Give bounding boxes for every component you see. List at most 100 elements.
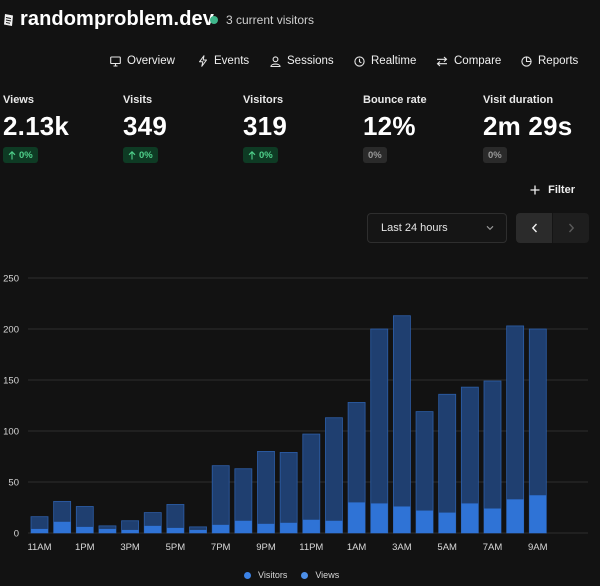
- visitors-bar: [166, 527, 184, 533]
- visitors-bar: [484, 508, 501, 533]
- next-period-button[interactable]: [552, 213, 589, 243]
- views-bar: [279, 452, 298, 534]
- views-bar: [302, 433, 321, 534]
- metric-change-text: 0%: [19, 149, 33, 161]
- x-tick-label: 11AM: [27, 542, 51, 553]
- x-tick-label: 7PM: [211, 542, 231, 553]
- views-bar: [370, 328, 389, 534]
- views-bar: [325, 417, 343, 534]
- metric-change-badge: 0%: [483, 147, 507, 163]
- y-tick-label: 50: [8, 478, 19, 489]
- y-tick-label: 0: [14, 529, 19, 540]
- y-tick-label: 100: [3, 427, 19, 438]
- date-range-value: Last 24 hours: [381, 222, 448, 234]
- x-tick-label: 1PM: [75, 542, 95, 553]
- metric-visitors[interactable]: Visitors 319 0%: [243, 94, 287, 165]
- metric-label: Views: [3, 94, 34, 106]
- chart-legend: Visitors Views: [244, 570, 353, 580]
- metric-value: 12%: [363, 111, 416, 141]
- site-header: randomproblem.dev 3 current visitors: [0, 0, 600, 42]
- visitors-bar: [461, 503, 479, 533]
- metric-bounce-rate[interactable]: Bounce rate 12% 0%: [363, 94, 427, 163]
- x-tick-label: 9PM: [256, 542, 276, 553]
- filter-button[interactable]: Filter: [530, 184, 575, 196]
- metric-label: Visit duration: [483, 94, 554, 106]
- nav-overview-label: Overview: [127, 55, 175, 67]
- user-icon: [270, 55, 281, 67]
- arrows-icon: [436, 56, 448, 66]
- live-visitors[interactable]: 3 current visitors: [210, 13, 314, 27]
- chevron-down-icon: [486, 225, 494, 231]
- x-tick-label: 5PM: [166, 542, 186, 553]
- legend-item-visitors[interactable]: Visitors: [244, 570, 287, 580]
- y-tick-label: 150: [3, 376, 19, 387]
- visitors-bar: [325, 520, 343, 533]
- metric-value: 2m 29s: [483, 111, 573, 141]
- metric-visit-duration[interactable]: Visit duration 2m 29s 0%: [483, 94, 572, 163]
- visitors-bar: [257, 523, 275, 533]
- views-bar: [392, 315, 411, 534]
- metric-label: Visitors: [243, 94, 284, 106]
- previous-period-button[interactable]: [516, 213, 552, 243]
- metric-value: 2.13k: [3, 111, 70, 141]
- date-range-select[interactable]: Last 24 hours: [367, 213, 507, 243]
- visitors-bar: [506, 499, 524, 533]
- x-tick-label: 9AM: [528, 542, 548, 553]
- metric-label: Visits: [123, 94, 153, 106]
- logo-icon: [4, 14, 13, 26]
- x-tick-label: 1AM: [347, 542, 367, 553]
- views-bar: [257, 450, 275, 534]
- views-bar: [438, 393, 457, 534]
- visitors-bar: [348, 502, 366, 533]
- visitors-bar: [76, 526, 94, 533]
- nav-reports-label: Reports: [538, 55, 579, 67]
- visitors-bar: [144, 525, 162, 533]
- visitors-bar: [53, 521, 71, 533]
- x-tick-label: 11PM: [299, 542, 323, 553]
- views-bar: [211, 465, 230, 534]
- legend-item-views[interactable]: Views: [301, 570, 339, 580]
- arrow-up-icon: [8, 150, 16, 159]
- visitors-bar: [529, 495, 547, 533]
- nav-overview[interactable]: Overview: [110, 55, 175, 67]
- nav-sessions[interactable]: Sessions: [270, 55, 334, 67]
- arrow-up-icon: [128, 150, 136, 159]
- legend-views-label: Views: [315, 570, 340, 580]
- y-tick-label: 200: [3, 325, 19, 336]
- visitors-bar: [370, 503, 388, 533]
- nav-compare[interactable]: Compare: [436, 55, 501, 67]
- lightning-icon: [199, 55, 207, 67]
- pie-icon: [521, 55, 532, 67]
- live-visitors-text: 3 current visitors: [226, 13, 315, 27]
- y-tick-label: 250: [3, 274, 19, 285]
- nav-bar: Overview Events Sessions Realtime Compar…: [0, 55, 600, 73]
- chevron-left-icon: [531, 223, 537, 233]
- visitors-bar: [189, 529, 207, 533]
- nav-realtime-label: Realtime: [371, 55, 417, 67]
- plus-icon: [530, 185, 540, 195]
- views-dot-icon: [301, 571, 309, 579]
- x-tick-label: 3PM: [120, 542, 140, 553]
- arrow-up-icon: [248, 150, 256, 159]
- nav-reports[interactable]: Reports: [521, 55, 578, 67]
- nav-events-label: Events: [214, 55, 250, 67]
- nav-realtime[interactable]: Realtime: [354, 55, 416, 67]
- visitors-bar: [416, 510, 434, 533]
- metric-value: 319: [243, 111, 287, 141]
- filter-label: Filter: [548, 184, 575, 196]
- metric-change-badge: 0%: [363, 147, 387, 163]
- metric-label: Bounce rate: [363, 94, 427, 106]
- traffic-chart: 0 50 100 150 200 250 11AM 1PM 3PM 5PM 7PM 9PM 11PM 1A…: [3, 274, 588, 553]
- metric-visits[interactable]: Visits 349 0%: [123, 94, 167, 165]
- site-name[interactable]: randomproblem.dev: [20, 8, 214, 30]
- nav-events[interactable]: Events: [198, 55, 249, 67]
- monitor-icon: [110, 55, 121, 67]
- live-dot-icon: [210, 16, 218, 24]
- metric-value: 349: [123, 111, 167, 141]
- clock-icon: [354, 55, 365, 67]
- metric-views[interactable]: Views 2.13k 0%: [3, 94, 69, 165]
- metric-change-text: 0%: [368, 149, 382, 161]
- x-tick-label: 5AM: [437, 542, 457, 553]
- nav-compare-label: Compare: [454, 55, 502, 67]
- metric-change-badge: 0%: [123, 147, 158, 163]
